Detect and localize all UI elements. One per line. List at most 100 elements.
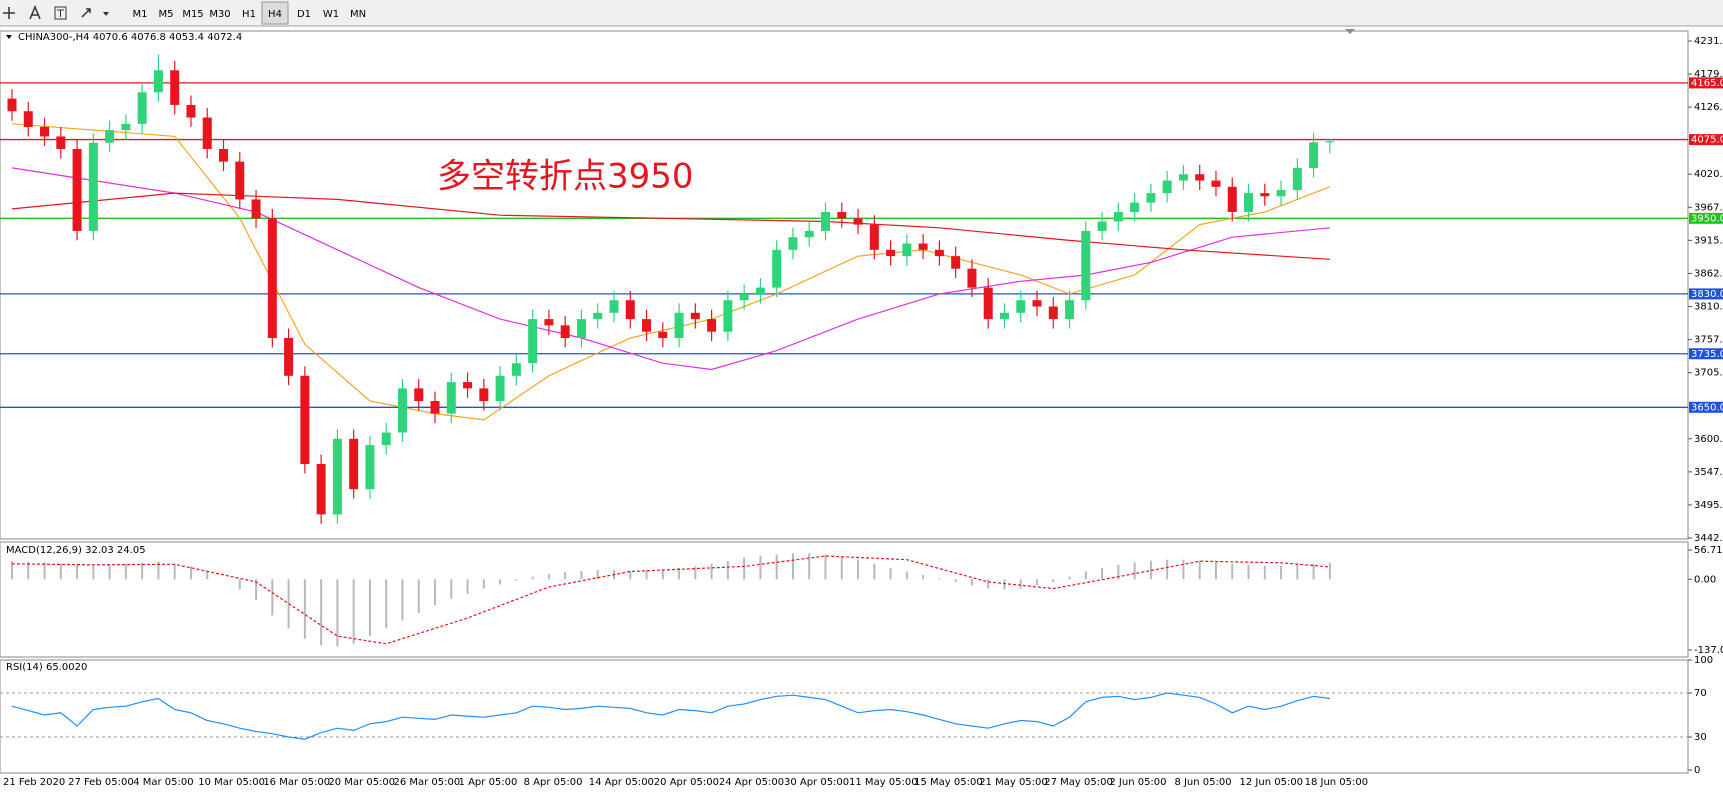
timeframe-button[interactable]: M15 — [182, 9, 203, 20]
toolbar — [0, 0, 1723, 26]
macd-pane — [0, 541, 1689, 658]
candle-body — [153, 70, 163, 93]
candle-body — [1113, 212, 1123, 222]
y-tick-label: 3915.0 — [1694, 235, 1723, 246]
crosshair-icon — [3, 7, 15, 19]
candle-body — [1065, 300, 1075, 320]
moving-average — [11, 167, 1330, 371]
x-tick-label: 4 Mar 05:00 — [133, 777, 193, 788]
y-tick-label: 3705.0 — [1694, 368, 1723, 379]
text-icon — [29, 5, 41, 20]
signal-line — [11, 555, 1330, 645]
candle-body — [1309, 142, 1319, 168]
x-tick-label: 18 Jun 05:00 — [1305, 777, 1369, 788]
active-button-bg — [261, 1, 289, 25]
timeframe-button[interactable]: MN — [350, 9, 366, 20]
candle-body — [251, 199, 261, 219]
candle-body — [1081, 230, 1091, 301]
candle-body — [886, 249, 896, 257]
macd-title: MACD(12,26,9) 32.03 24.05 — [6, 545, 146, 556]
candle-body — [495, 375, 505, 401]
candle-body — [544, 319, 554, 326]
candle-body — [1097, 221, 1107, 231]
label-icon — [57, 9, 64, 17]
shapes-tool[interactable] — [81, 8, 109, 18]
candle-body — [674, 312, 684, 339]
candle-body — [1292, 167, 1302, 190]
candle-body — [267, 218, 277, 339]
timeframe-button[interactable]: M1 — [133, 9, 148, 20]
y-tick-label: 30 — [1694, 732, 1707, 743]
candle-body — [40, 126, 50, 137]
dropdown-arrow — [103, 12, 109, 16]
candle-body — [528, 319, 538, 364]
candle-body — [739, 293, 749, 301]
candle-body — [983, 287, 993, 320]
y-tick-label: 56.71 — [1694, 545, 1723, 556]
timeframe-button[interactable]: H1 — [242, 9, 256, 20]
y-tick-label: 100 — [1694, 655, 1713, 666]
candle-body — [381, 432, 391, 446]
chart-title: CHINA300-,H4 4070.6 4076.8 4053.4 4072.4 — [18, 32, 242, 43]
candle-body — [332, 438, 342, 515]
y-tick-label: 3862.5 — [1694, 268, 1723, 279]
candle-body — [837, 212, 847, 219]
y-tick-label: 3495.0 — [1694, 500, 1723, 511]
candle-body — [349, 438, 359, 490]
rsi-pane — [0, 659, 1689, 774]
candle-body — [658, 331, 668, 339]
x-tick-label: 21 May 05:00 — [979, 777, 1048, 788]
candle-body — [414, 388, 424, 401]
candle-body — [707, 319, 717, 332]
label-tool[interactable] — [54, 6, 67, 20]
candle-body — [479, 388, 489, 401]
timeframe-button[interactable]: H4 — [261, 1, 289, 25]
x-tick-label: 30 Apr 05:00 — [784, 777, 849, 788]
timeframe-button[interactable]: W1 — [323, 9, 339, 20]
timeframe-button[interactable]: D1 — [297, 9, 311, 20]
candle-body — [397, 388, 407, 433]
level-label: 3650.0 — [1691, 402, 1723, 413]
price-pane — [0, 30, 1689, 540]
candle-body — [88, 142, 98, 231]
x-tick-label: 8 Apr 05:00 — [524, 777, 583, 788]
x-tick-label: 27 Feb 05:00 — [68, 777, 134, 788]
y-tick-label: 4020.0 — [1694, 169, 1723, 180]
candle-body — [609, 300, 619, 313]
candle-body — [137, 92, 147, 124]
timeframe-label: MN — [350, 9, 366, 20]
y-tick-label: 3547.5 — [1694, 467, 1723, 478]
timeframe-button[interactable]: M30 — [209, 9, 230, 20]
timeframe-button[interactable]: M5 — [159, 9, 174, 20]
candle-body — [121, 123, 131, 131]
candle-body — [1325, 141, 1335, 143]
candle-body — [23, 111, 33, 127]
moving-average — [11, 123, 1331, 421]
x-tick-label: 10 Mar 05:00 — [198, 777, 265, 788]
shift-marker — [1345, 29, 1355, 34]
y-tick-label: 0.00 — [1694, 574, 1716, 585]
candle-body — [430, 400, 440, 414]
candle-body — [788, 237, 798, 250]
candle-body — [284, 338, 294, 376]
candle-body — [593, 312, 603, 320]
candle-body — [853, 218, 863, 225]
symbol-marker — [6, 35, 12, 39]
candle-body — [463, 382, 473, 389]
candle-body — [1178, 174, 1188, 181]
y-tick-label: 70 — [1694, 688, 1707, 699]
label-frame — [54, 6, 67, 20]
level-label-bg — [1689, 212, 1723, 224]
level-label-bg — [1689, 348, 1723, 360]
rsi-line — [11, 692, 1330, 740]
candle-body — [625, 300, 635, 320]
candle-body — [642, 319, 652, 332]
candle-body — [1227, 186, 1237, 213]
candle-body — [804, 230, 814, 238]
x-tick-label: 1 Apr 05:00 — [459, 777, 518, 788]
text-tool[interactable] — [29, 5, 41, 20]
y-tick-label: 3967.5 — [1694, 202, 1723, 213]
crosshair-tool[interactable] — [3, 7, 15, 19]
timeframe-label: M15 — [182, 9, 203, 20]
